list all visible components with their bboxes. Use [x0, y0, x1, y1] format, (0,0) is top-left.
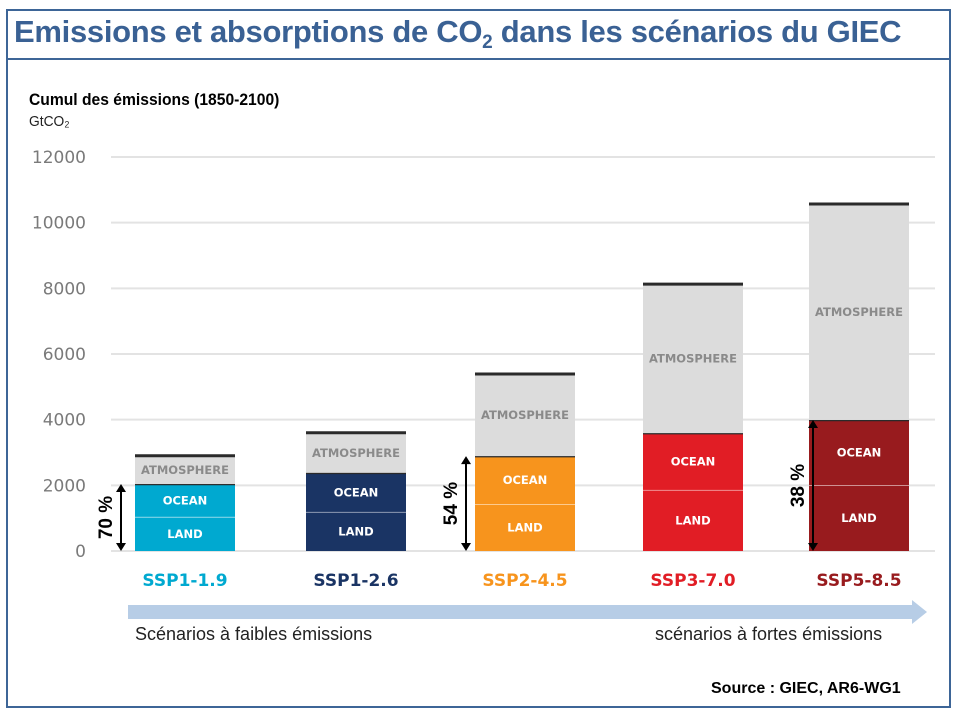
bar-stack: LAND OCEAN ATMOSPHERE	[306, 431, 406, 551]
slide-frame	[6, 9, 951, 708]
bar-segment-ocean	[135, 484, 235, 517]
bar-segment-atmosphere	[135, 455, 235, 485]
bar-stack: LAND OCEAN ATMOSPHERE	[135, 454, 235, 551]
segment-label: ATMOSPHERE	[815, 305, 903, 319]
segment-label: LAND	[167, 527, 202, 541]
bar-segment-atmosphere	[643, 284, 743, 434]
bar-segment-atmosphere	[809, 203, 909, 420]
title-text-tail: dans les scénarios du GIEC	[492, 14, 902, 49]
y-tick-label: 8000	[43, 279, 86, 299]
slide-title: Emissions et absorptions de CO2 dans les…	[14, 14, 902, 54]
y-axis-unit: GtCO₂	[29, 113, 70, 130]
category-label: SSP1-1.9	[142, 571, 227, 591]
category-label: SSP5-8.5	[816, 571, 901, 591]
bar-segment-ocean	[475, 456, 575, 505]
arrow-head-down	[808, 543, 818, 551]
share-label: 54 %	[441, 482, 462, 525]
bar-stack: LAND OCEAN ATMOSPHERE	[643, 282, 743, 551]
y-tick-label: 4000	[43, 411, 86, 431]
share-annotation: 38 %	[788, 419, 818, 551]
segment-label: LAND	[338, 524, 373, 538]
segment-label: OCEAN	[163, 493, 208, 507]
segment-label: LAND	[507, 521, 542, 535]
low-emissions-label: Scénarios à faibles émissions	[135, 624, 373, 644]
bar-segment-atmosphere	[475, 374, 575, 457]
y-tick-label: 6000	[43, 345, 86, 365]
bar-segment-land	[643, 489, 743, 551]
arrow-head-down	[461, 543, 471, 551]
share-annotation: 54 %	[441, 456, 471, 551]
segment-label: OCEAN	[837, 446, 882, 460]
share-annotation: 70 %	[96, 484, 126, 551]
bar-segment-land	[809, 485, 909, 551]
segment-label: OCEAN	[503, 473, 548, 487]
bar-segment-ocean	[809, 419, 909, 486]
title-subscript: 2	[482, 32, 493, 53]
emissions-scale-arrow	[128, 600, 927, 624]
bar-segment-land	[306, 511, 406, 551]
arrow-head-up	[808, 419, 818, 428]
segment-label: ATMOSPHERE	[481, 408, 569, 422]
share-label: 70 %	[96, 496, 117, 539]
bar-segment-atmosphere	[306, 432, 406, 473]
bar-stack: LAND OCEAN ATMOSPHERE	[809, 202, 909, 551]
bar-stack: LAND OCEAN ATMOSPHERE	[475, 372, 575, 551]
category-label: SSP3-7.0	[650, 571, 735, 591]
category-label: SSP2-4.5	[482, 571, 567, 591]
bar-segment-land	[135, 516, 235, 551]
high-emissions-label: scénarios à fortes émissions	[655, 624, 883, 644]
category-label: SSP1-2.6	[313, 571, 398, 591]
source-note: Source : GIEC, AR6-WG1	[711, 680, 901, 697]
bar-segment-land	[475, 504, 575, 551]
arrow-head-up	[461, 456, 471, 465]
arrow-head-down	[116, 543, 126, 551]
segment-label: LAND	[675, 513, 710, 527]
segment-label: ATMOSPHERE	[312, 446, 400, 460]
bar-segment-ocean	[306, 472, 406, 512]
segment-label: ATMOSPHERE	[649, 352, 737, 366]
segment-label: LAND	[841, 511, 876, 525]
arrow-head-up	[116, 484, 126, 493]
y-axis-title: Cumul des émissions (1850-2100)	[29, 90, 280, 109]
y-tick-label: 12000	[32, 148, 86, 168]
title-text: Emissions et absorptions de CO	[14, 14, 483, 49]
segment-label: OCEAN	[671, 455, 716, 469]
segment-label: OCEAN	[334, 485, 379, 499]
title-bar	[6, 9, 951, 60]
bar-segment-ocean	[643, 433, 743, 490]
segment-label: ATMOSPHERE	[141, 463, 229, 477]
y-tick-label: 10000	[32, 214, 86, 234]
y-tick-label: 2000	[43, 476, 86, 496]
share-label: 38 %	[788, 464, 809, 507]
y-tick-label: 0	[75, 542, 86, 562]
